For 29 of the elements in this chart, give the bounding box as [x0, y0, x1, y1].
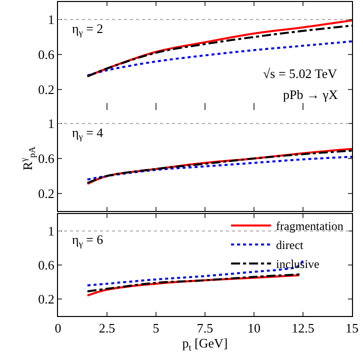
y-tick-label: 0.2	[38, 186, 54, 202]
legend-label: fragmentation	[276, 219, 344, 234]
y-tick-label: 0.2	[38, 292, 54, 307]
y-tick-label: 0.2	[38, 82, 54, 98]
line-series	[86, 40, 352, 76]
legend-label: direct	[276, 238, 304, 252]
line-series	[86, 156, 352, 180]
x-tick-label: 7.5	[196, 320, 214, 336]
x-tick-label: 5	[152, 320, 160, 336]
line-series	[86, 273, 302, 292]
y-tick-label: 1	[48, 116, 54, 132]
annotation: η$_{γ}$ = 4	[72, 125, 104, 142]
x-tick-label: 0	[54, 320, 62, 336]
annotation: η$_{γ}$ = 2	[72, 21, 104, 38]
y-tick-label: 0.6	[38, 258, 55, 273]
annotation: pPb → γX	[283, 87, 338, 102]
x-axis-title: p$_{t}$ [GeV]	[182, 336, 228, 352]
annotation: η$_{γ}$ = 6	[72, 232, 104, 249]
x-tick-label: 10	[248, 320, 260, 336]
x-tick-label: 2.5	[98, 320, 116, 336]
x-tick-label: 12.5	[292, 320, 314, 336]
y-tick-label: 0.6	[38, 151, 55, 166]
legend-label: inclusive	[276, 257, 320, 272]
annotation: √s = 5.02 TeV	[263, 66, 338, 81]
y-tick-label: 1	[48, 224, 54, 239]
x-tick-label: 15	[346, 320, 358, 336]
line-series	[86, 274, 300, 297]
y-tick-label: 1	[48, 12, 54, 28]
y-tick-label: 0.6	[38, 47, 55, 62]
